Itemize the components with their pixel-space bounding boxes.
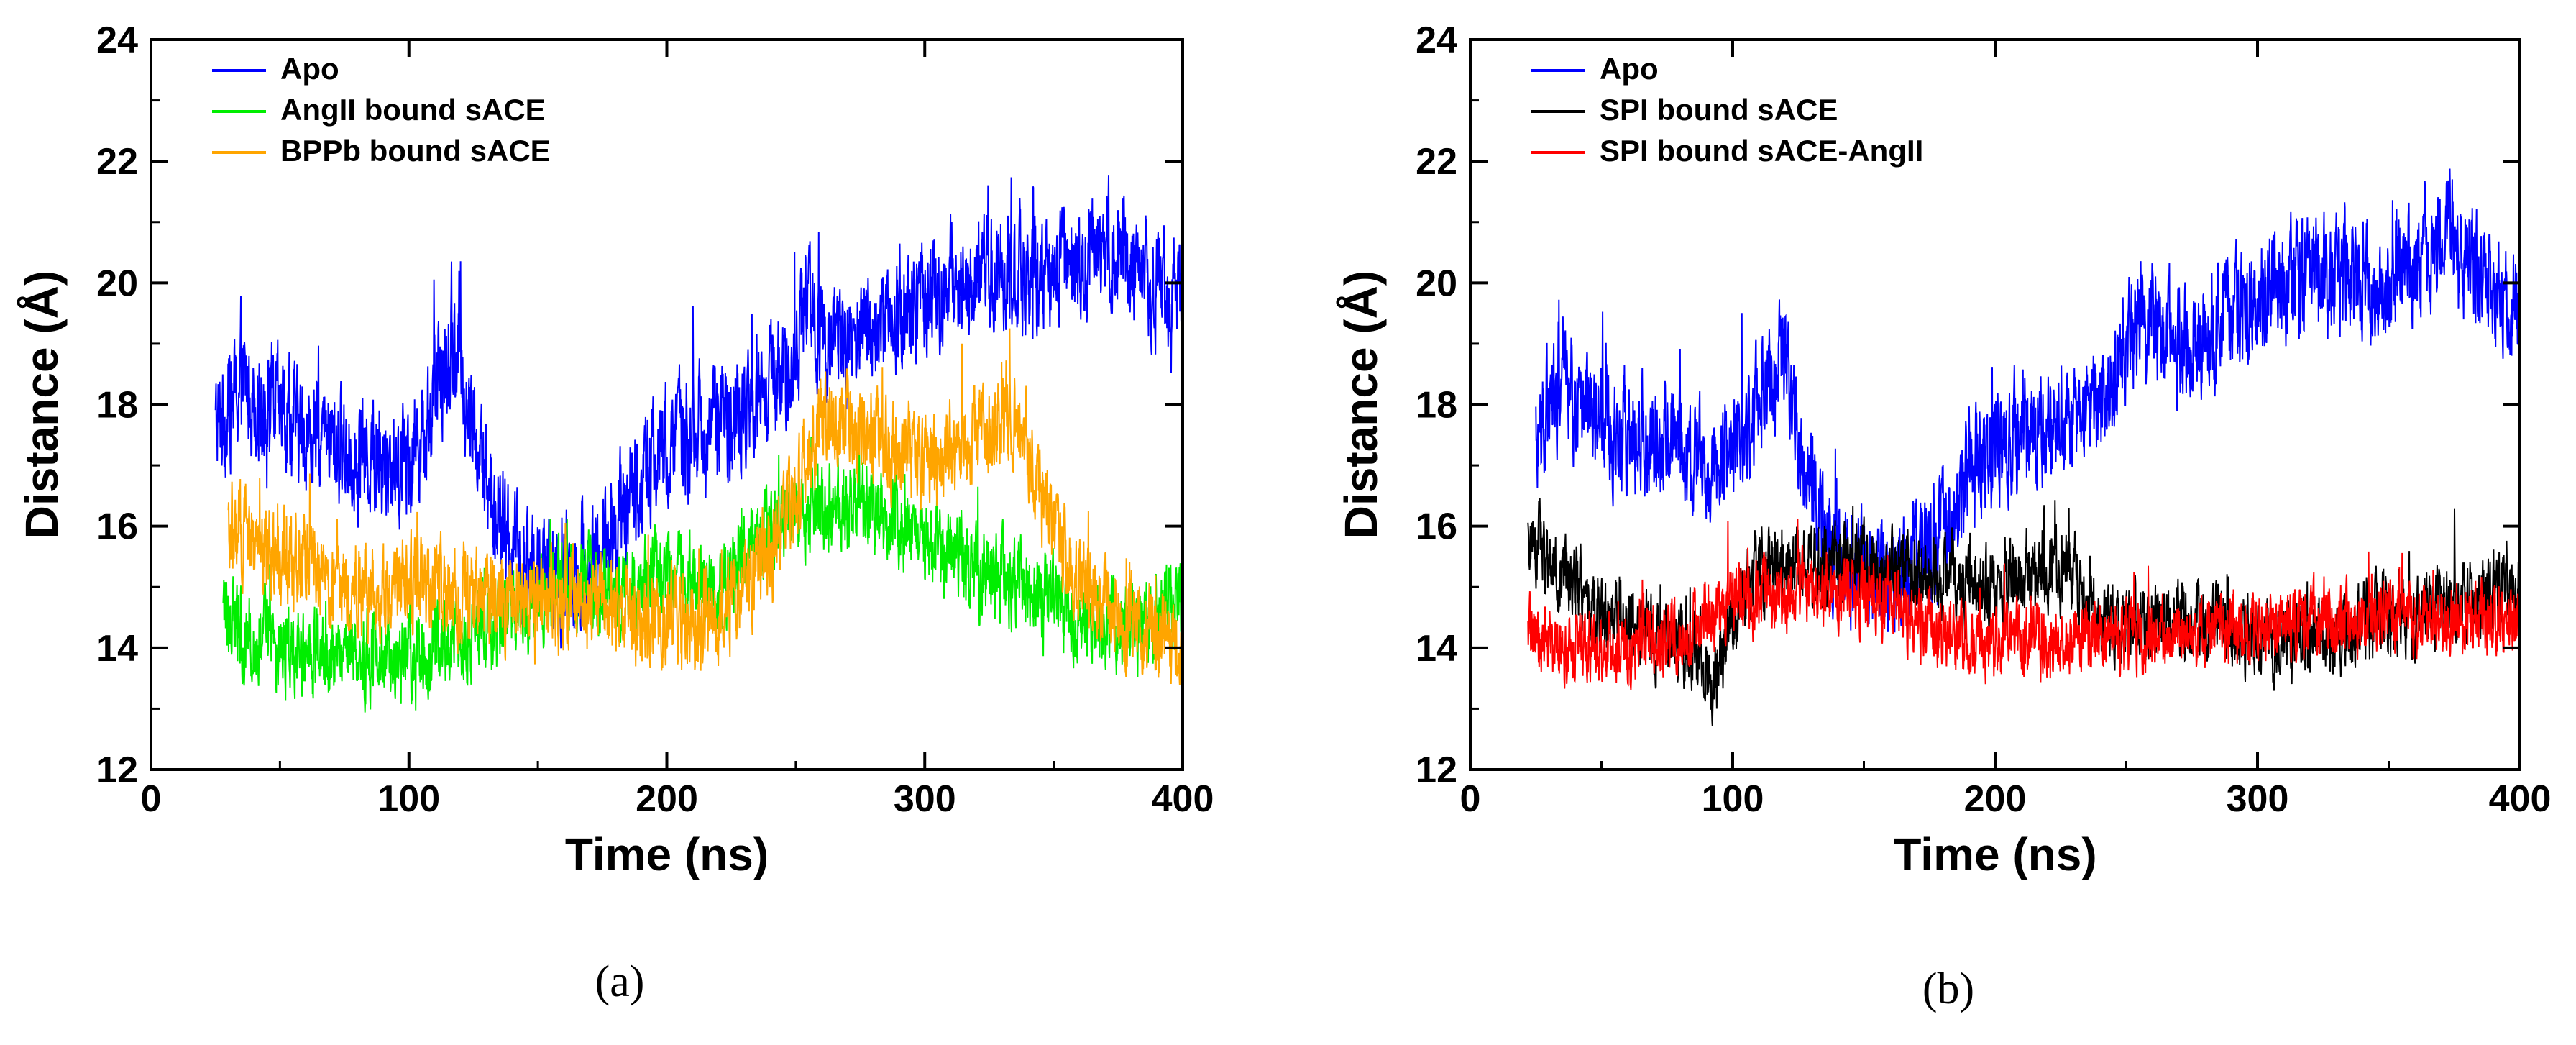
series-line-angii-bound-sace — [222, 419, 1183, 713]
x-tick-label: 100 — [1702, 778, 1764, 820]
y-tick-label: 20 — [1416, 263, 1457, 304]
x-tick-label: 0 — [141, 778, 162, 820]
legend-label: Apo — [280, 52, 339, 86]
x-tick-label: 300 — [894, 778, 956, 820]
y-tick-label: 22 — [1416, 141, 1457, 183]
chart-panel-b: 0 100 200 300 400 12 14 16 18 20 22 24 Time (ns) Dist… — [1335, 19, 2551, 1013]
legend-label: Apo — [1600, 52, 1659, 86]
x-tick-label: 300 — [2227, 778, 2289, 820]
y-axis-label: Distance (Å) — [1335, 270, 1387, 539]
y-tick-label: 16 — [1416, 506, 1457, 548]
y-tick-label: 14 — [96, 628, 138, 670]
y-tick-label: 22 — [96, 141, 138, 183]
y-tick-label: 24 — [1416, 19, 1457, 61]
y-tick-label: 14 — [1416, 628, 1457, 670]
series-line-apo — [1535, 168, 2520, 633]
chart-panel-a: 0 100 200 300 400 12 14 16 18 20 22 24 Time (ns) Dist… — [16, 19, 1214, 1006]
x-tick-label: 0 — [1460, 778, 1481, 820]
legend-label: BPPb bound sACE — [280, 134, 551, 168]
panel-label: (a) — [595, 957, 645, 1006]
series-line-spi-bound-sace-angii — [1527, 519, 2520, 690]
panel-label: (b) — [1922, 964, 1974, 1013]
x-tick-label: 200 — [1964, 778, 2027, 820]
y-axis-label: Distance (Å) — [16, 270, 68, 539]
series-line-apo — [214, 175, 1183, 649]
y-tick-label: 12 — [1416, 749, 1457, 791]
y-tick-label: 18 — [1416, 385, 1457, 426]
legend-label: AngII bound sACE — [280, 93, 546, 127]
y-tick-label: 24 — [96, 19, 138, 61]
x-tick-label: 100 — [377, 778, 440, 820]
y-tick-label: 16 — [96, 506, 138, 548]
x-axis-label: Time (ns) — [1893, 829, 2096, 880]
y-tick-label: 20 — [96, 263, 138, 304]
legend-label: SPI bound sACE — [1600, 93, 1838, 127]
y-tick-label: 12 — [96, 749, 138, 791]
legend-label: SPI bound sACE-AngII — [1600, 134, 1923, 168]
x-tick-label: 400 — [2489, 778, 2552, 820]
x-axis-label: Time (ns) — [565, 829, 769, 880]
x-tick-label: 200 — [636, 778, 698, 820]
x-tick-label: 400 — [1152, 778, 1214, 820]
series-line-bppb-bound-sace — [227, 328, 1183, 685]
y-tick-label: 18 — [96, 385, 138, 426]
